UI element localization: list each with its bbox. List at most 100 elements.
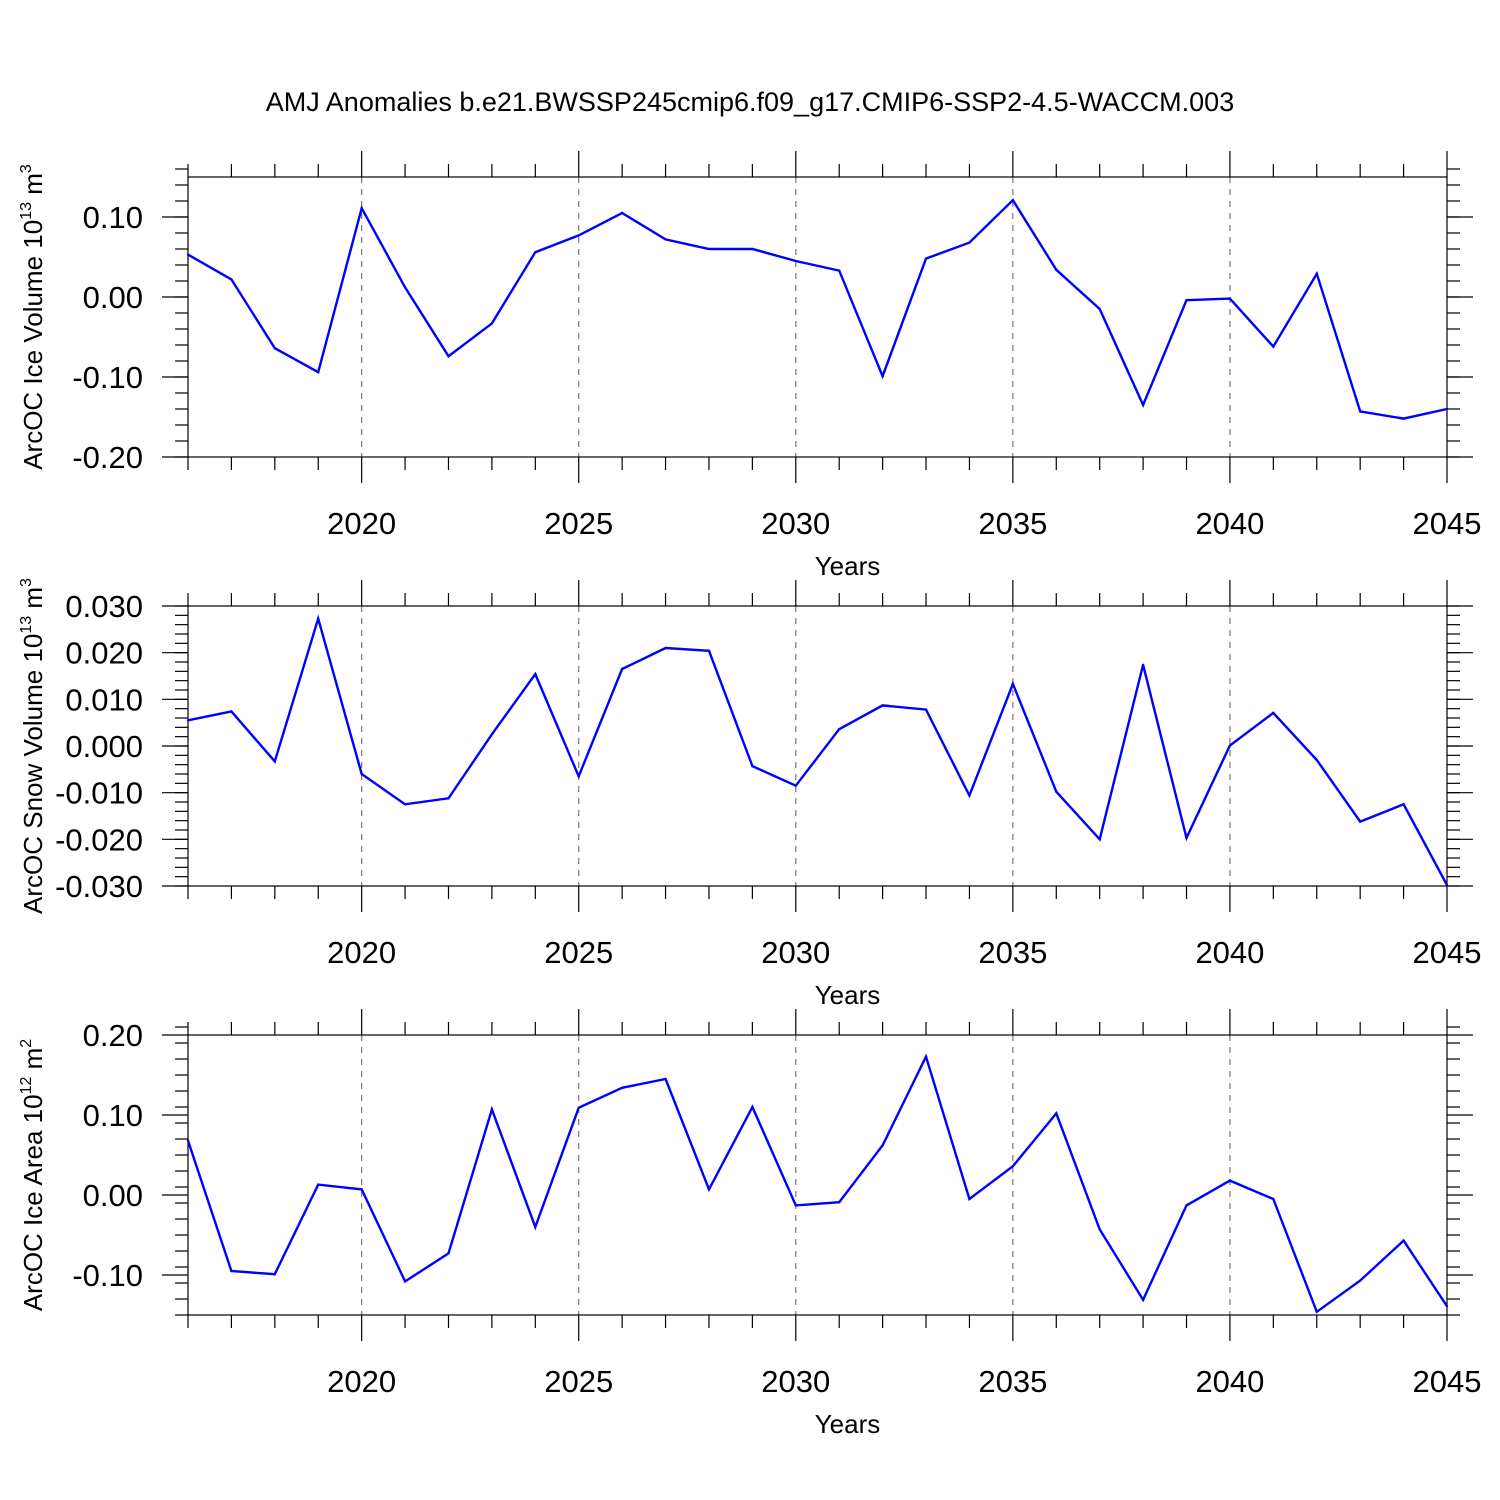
data-point-2034: [968, 794, 971, 797]
y-axis-title-unit: m: [18, 173, 48, 202]
data-point-2044: [1402, 803, 1405, 806]
data-point-2023: [490, 1108, 494, 1111]
data-point-2040: [1228, 744, 1232, 747]
y-axis-title-unit-exponent: 3: [18, 164, 35, 173]
data-point-2043: [1358, 1279, 1362, 1282]
data-point-2018: [273, 760, 277, 763]
y-axis-title-exponent: 12: [18, 1077, 35, 1095]
data-point-2042: [1315, 1310, 1318, 1314]
data-point-2028: [707, 649, 711, 652]
data-point-2034: [968, 241, 971, 244]
data-point-2036: [1055, 790, 1058, 793]
data-point-2041: [1272, 345, 1275, 348]
data-point-2020: [360, 772, 363, 776]
data-point-2032: [881, 375, 884, 378]
y-tick-label: 0.00: [83, 280, 143, 315]
panel-snow-volume: 2020 2025 2030 2035 2040 2045 Years -0.030 -0.02…: [18, 578, 1481, 1010]
data-point-2031: [838, 1201, 841, 1204]
data-point-2027: [664, 238, 667, 241]
y-tick-label: 0.10: [83, 1098, 143, 1133]
data-point-2030: [794, 1204, 797, 1207]
data-point-2031: [838, 728, 841, 731]
y-tick-label: -0.010: [55, 776, 143, 811]
data-point-2027: [664, 1077, 667, 1081]
y-tick-label: 0.20: [83, 1018, 143, 1053]
x-axis-title: Years: [815, 551, 881, 581]
y-axis-title: ArcOC Ice Volume 1013 m3: [18, 164, 48, 470]
data-point-2038: [1141, 663, 1145, 666]
x-tick-label: 2025: [544, 1364, 613, 1399]
data-point-2035: [1011, 682, 1015, 686]
data-point-2043: [1358, 410, 1362, 413]
data-point-2045: [1445, 407, 1449, 411]
data-point-2037: [1098, 838, 1101, 841]
y-axis-title-main: ArcOC Ice Area 10: [18, 1094, 48, 1311]
x-tick-label: 2030: [761, 1364, 830, 1399]
data-point-2035: [1011, 199, 1015, 202]
y-tick-label: 0.000: [65, 729, 143, 764]
data-point-2020: [360, 207, 363, 210]
data-point-2035: [1011, 1165, 1015, 1168]
x-tick-label: 2020: [327, 1364, 396, 1399]
y-tick-label: 0.010: [65, 682, 143, 717]
x-tick-label: 2020: [327, 506, 396, 541]
data-point-2038: [1141, 403, 1145, 407]
data-point-2026: [620, 1086, 624, 1090]
x-tick-label: 2030: [761, 506, 830, 541]
data-point-2024: [534, 672, 537, 676]
y-axis-title-unit-exponent: 2: [18, 1039, 35, 1048]
data-point-2033: [924, 1055, 928, 1058]
y-tick-label: -0.10: [72, 1258, 143, 1293]
data-point-2025: [577, 234, 580, 237]
data-point-2019: [317, 371, 320, 374]
data-point-2034: [968, 1197, 971, 1201]
y-tick-label: -0.10: [72, 360, 143, 395]
x-tick-label: 2040: [1195, 1364, 1264, 1399]
y-tick-label: -0.030: [55, 869, 143, 904]
data-point-2022: [447, 1252, 450, 1255]
data-point-2030: [794, 784, 797, 787]
x-tick-label: 2030: [761, 935, 830, 970]
data-point-2039: [1185, 299, 1188, 302]
x-tick-label: 2040: [1195, 935, 1264, 970]
data-point-2024: [534, 1225, 537, 1229]
data-point-2019: [317, 1183, 320, 1186]
data-point-2041: [1272, 1197, 1275, 1201]
data-point-2020: [360, 1188, 363, 1191]
x-tick-label: 2035: [978, 935, 1047, 970]
data-point-2019: [317, 617, 320, 620]
y-axis-title-main: ArcOC Ice Volume 10: [18, 220, 48, 470]
plot-frame: [187, 605, 1448, 887]
y-axis-title-exponent: 13: [18, 616, 35, 634]
x-tick-label: 2025: [544, 935, 613, 970]
data-point-2016: [186, 1139, 190, 1142]
y-tick-label: 0.00: [83, 1178, 143, 1213]
data-point-2045: [1445, 883, 1449, 887]
data-point-2045: [1445, 1305, 1449, 1308]
data-point-2026: [620, 211, 624, 215]
data-point-2029: [751, 1105, 754, 1109]
data-point-2016: [186, 253, 190, 256]
data-point-2036: [1055, 1112, 1058, 1115]
x-tick-label: 2045: [1413, 935, 1482, 970]
series-line-ice-volume: [187, 198, 1448, 420]
data-point-2023: [490, 322, 494, 325]
data-point-2029: [751, 247, 754, 251]
data-point-2033: [924, 708, 928, 711]
data-point-2030: [794, 259, 797, 263]
data-point-2022: [447, 797, 450, 800]
data-point-2016: [186, 719, 190, 722]
y-axis-title-unit: m: [18, 587, 48, 616]
data-point-2042: [1315, 272, 1318, 275]
data-point-2033: [924, 257, 928, 260]
x-tick-label: 2040: [1195, 506, 1264, 541]
data-point-2040: [1228, 1179, 1232, 1182]
x-axis-title: Years: [815, 980, 881, 1010]
data-point-2021: [403, 803, 407, 806]
series-line-snow-volume: [187, 614, 1449, 886]
panel-ice-area: 2020 2025 2030 2035 2040 2045 Years -0.10 0.00 0.…: [18, 1009, 1481, 1439]
data-point-2038: [1141, 1298, 1145, 1302]
data-point-2027: [664, 646, 667, 650]
data-point-2018: [273, 347, 277, 350]
